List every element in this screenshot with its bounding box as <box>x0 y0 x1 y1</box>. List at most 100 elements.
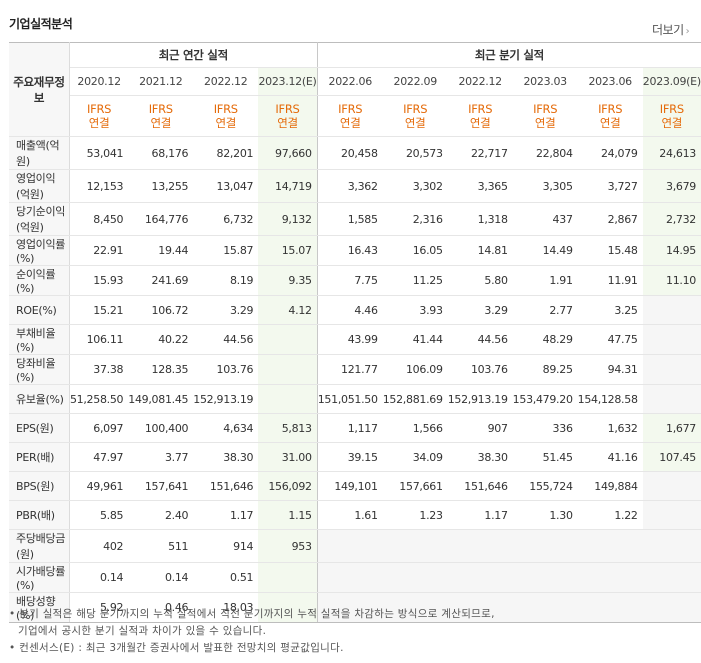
value-cell: 511 <box>128 529 194 563</box>
value-cell: 15.48 <box>577 235 643 266</box>
period-header: 2020.12 <box>69 67 129 96</box>
table-row: 영업이익률(%) 22.91 19.44 15.87 15.07 16.43 16.05 14… <box>9 235 701 266</box>
value-cell: 1.23 <box>382 500 448 530</box>
value-cell: 15.21 <box>69 295 129 325</box>
table-row: 당기순이익(억원) 8,450 164,776 6,732 9,132 1,585 2,31… <box>9 202 701 236</box>
more-link[interactable]: 더보기 › <box>652 21 690 38</box>
value-cell: 2,316 <box>382 202 448 236</box>
table-row: 순이익률(%) 15.93 241.69 8.19 9.35 7.75 11.25 5.80 1… <box>9 265 701 296</box>
value-cell: 157,661 <box>382 471 448 501</box>
value-cell: 39.15 <box>317 442 383 472</box>
value-cell: 51.45 <box>512 442 578 472</box>
value-cell <box>577 562 643 593</box>
value-cell: 121.77 <box>317 354 383 385</box>
value-cell: 106.09 <box>382 354 448 385</box>
table-row: PER(배) 47.97 3.77 38.30 31.00 39.15 34.09 38.30… <box>9 442 701 472</box>
row-label: 순이익률(%) <box>9 265 70 296</box>
value-cell: 1.17 <box>193 500 259 530</box>
table-row: ROE(%) 15.21 106.72 3.29 4.12 4.46 3.93 3.29 2.7… <box>9 295 701 325</box>
value-cell: 24,613 <box>642 136 701 170</box>
basis-standard: IFRS <box>213 102 238 116</box>
footnote-1: • 분기 실적은 해당 분기까지의 누적 실적에서 직전 분기까지의 누적 실적… <box>9 608 495 620</box>
value-cell: 156,092 <box>258 471 318 501</box>
value-cell: 164,776 <box>128 202 194 236</box>
value-cell: 336 <box>512 413 578 443</box>
row-label: 당기순이익(억원) <box>9 202 70 236</box>
row-label: BPS(원) <box>9 471 70 501</box>
value-cell: 2,867 <box>577 202 643 236</box>
value-cell <box>577 592 643 623</box>
chevron-right-icon: › <box>685 26 690 37</box>
row-label: 당좌비율(%) <box>9 354 70 385</box>
row-label: 시가배당률(%) <box>9 562 70 593</box>
basis-header: IFRS 연결 <box>642 95 701 137</box>
table-row: 매출액(억원) 53,041 68,176 82,201 97,660 20,458 20,… <box>9 136 701 170</box>
row-label: 영업이익(억원) <box>9 169 70 203</box>
period-header: 2023.03 <box>512 67 578 96</box>
value-cell <box>317 592 383 623</box>
value-cell: 43.99 <box>317 324 383 355</box>
value-cell: 0.51 <box>193 562 259 593</box>
period-header: 2022.06 <box>317 67 383 96</box>
basis-standard: IFRS <box>659 102 684 116</box>
basis-scope: 연결 <box>534 116 556 130</box>
value-cell: 149,884 <box>577 471 643 501</box>
value-cell: 11.10 <box>642 265 701 296</box>
value-cell: 1.91 <box>512 265 578 296</box>
value-cell: 149,101 <box>317 471 383 501</box>
basis-standard: IFRS <box>148 102 173 116</box>
value-cell: 6,732 <box>193 202 259 236</box>
value-cell: 37.38 <box>69 354 129 385</box>
value-cell: 153,479.20 <box>512 384 578 414</box>
basis-header: IFRS 연결 <box>193 95 259 137</box>
value-cell: 103.76 <box>447 354 513 385</box>
value-cell: 31.00 <box>258 442 318 472</box>
table-row: 당좌비율(%) 37.38 128.35 103.76 121.77 106.09 103.… <box>9 354 701 385</box>
value-cell: 4.46 <box>317 295 383 325</box>
section-title: 기업실적분석 <box>9 17 73 31</box>
basis-scope: 연결 <box>404 116 426 130</box>
value-cell: 3.29 <box>447 295 513 325</box>
row-header-label: 주요재무정보 <box>9 42 70 137</box>
value-cell: 103.76 <box>193 354 259 385</box>
value-cell: 1,566 <box>382 413 448 443</box>
value-cell <box>642 295 701 325</box>
footnote-2: • 컨센서스(E) : 최근 3개월간 증권사에서 발표한 전망치의 평균값입니… <box>9 642 344 654</box>
value-cell: 44.56 <box>447 324 513 355</box>
value-cell: 157,641 <box>128 471 194 501</box>
row-label: PBR(배) <box>9 500 70 530</box>
value-cell <box>642 354 701 385</box>
basis-standard: IFRS <box>87 102 112 116</box>
value-cell: 97,660 <box>258 136 318 170</box>
value-cell: 34.09 <box>382 442 448 472</box>
table-row: BPS(원) 49,961 157,641 151,646 156,092 149,101… <box>9 471 701 501</box>
value-cell: 154,128.58 <box>577 384 643 414</box>
row-label: 배당성향(%) <box>9 592 70 623</box>
value-cell: 106.11 <box>69 324 129 355</box>
value-cell: 3,727 <box>577 169 643 203</box>
value-cell: 12,153 <box>69 169 129 203</box>
value-cell: 19.44 <box>128 235 194 266</box>
period-header: 2023.09(E) <box>642 67 701 96</box>
basis-header: IFRS 연결 <box>447 95 513 137</box>
row-label: 주당배당금(원) <box>9 529 70 563</box>
value-cell: 5,813 <box>258 413 318 443</box>
value-cell: 914 <box>193 529 259 563</box>
value-cell: 15.07 <box>258 235 318 266</box>
value-cell: 4,634 <box>193 413 259 443</box>
basis-header: IFRS 연결 <box>577 95 643 137</box>
row-label: 영업이익률(%) <box>9 235 70 266</box>
footnote-1-cont: 기업에서 공시한 분기 실적과 차이가 있을 수 있습니다. <box>18 625 267 637</box>
value-cell: 53,041 <box>69 136 129 170</box>
value-cell: 13,255 <box>128 169 194 203</box>
table-row: 시가배당률(%) 0.14 0.14 0.51 <box>9 562 701 593</box>
value-cell: 3,362 <box>317 169 383 203</box>
basis-standard: IFRS <box>338 102 363 116</box>
period-header: 2023.12(E) <box>258 67 318 96</box>
footnotes: • 분기 실적은 해당 분기까지의 누적 실적에서 직전 분기까지의 누적 실적… <box>9 606 495 657</box>
value-cell: 40.22 <box>128 324 194 355</box>
basis-header: IFRS 연결 <box>317 95 383 137</box>
value-cell: 44.56 <box>193 324 259 355</box>
value-cell: 1,585 <box>317 202 383 236</box>
value-cell: 2.40 <box>128 500 194 530</box>
